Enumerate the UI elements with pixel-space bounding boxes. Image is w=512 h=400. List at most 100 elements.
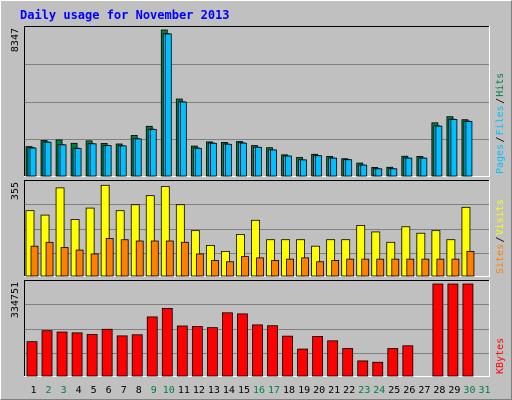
pages-bar-12 [194,147,202,177]
day-label-21: 21 [328,385,340,396]
day-label-16: 16 [253,385,265,396]
kbytes-bar-28 [432,283,444,377]
legend-sites: Sites [495,244,506,274]
visits-bar-12 [190,230,200,277]
pages-bar-7 [119,145,127,177]
day-label-13: 13 [208,385,220,396]
kbytes-bar-6 [101,328,113,377]
sites-bar-9 [150,240,159,277]
kbytes-bar-23 [357,360,369,377]
sites-bar-1 [30,245,39,277]
day-label-3: 3 [61,385,67,396]
sites-bar-7 [120,239,129,277]
visits-bar-10 [160,186,170,277]
pages-bar-29 [450,119,458,177]
kbytes-bar-2 [41,330,53,377]
visits-bar-11 [175,204,185,277]
kbytes-bar-9 [146,316,158,377]
day-label-10: 10 [163,385,175,396]
sites-bar-2 [45,241,54,277]
pages-bar-24 [375,168,383,177]
pages-bar-16 [255,146,262,177]
pages-bar-23 [360,164,368,177]
pages-bar-30 [465,121,473,177]
pages-bar-6 [104,145,112,177]
day-label-14: 14 [223,385,235,396]
sites-bar-5 [90,253,99,277]
kbytes-bar-26 [402,345,414,377]
sites-bar-21 [331,260,340,277]
y-max-label-2: 334751 [10,282,21,318]
day-label-12: 12 [193,385,205,396]
sites-bar-20 [316,261,325,277]
pages-bar-3 [59,144,67,177]
y-max-label-1: 355 [10,182,21,200]
pages-bar-26 [405,157,413,177]
kbytes-bar-7 [116,335,128,377]
kbytes-bar-14 [222,312,233,377]
day-label-9: 9 [151,385,157,396]
visits-bar-26 [401,226,411,277]
day-label-26: 26 [403,385,415,396]
pages-bar-17 [270,149,277,177]
visits-bar-20 [311,245,321,277]
day-label-19: 19 [298,385,310,396]
visits-bar-30 [461,206,471,277]
legend-pages: Pages [495,144,506,174]
visits-bar-29 [446,239,456,277]
visits-bar-17 [266,239,275,277]
kbytes-bar-19 [297,348,308,377]
kbytes-bar-10 [161,307,173,377]
visits-bar-21 [326,239,336,277]
pages-bar-9 [149,129,157,177]
kbytes-bar-30 [462,283,474,377]
day-label-20: 20 [313,385,325,396]
sites-bar-12 [195,253,204,277]
kbytes-bar-21 [327,340,339,377]
pages-bar-27 [420,157,428,177]
kbytes-bar-20 [312,336,324,377]
day-label-8: 8 [136,385,142,396]
day-label-23: 23 [358,385,370,396]
pages-bar-25 [390,168,398,177]
pages-bar-20 [315,155,323,177]
pages-bar-4 [74,148,82,177]
sites-bar-16 [256,257,264,277]
sites-bar-8 [135,240,144,277]
sites-bar-3 [60,247,69,277]
legend-separator-0-2: / [495,98,506,104]
pages-bar-10 [164,33,172,177]
day-label-17: 17 [268,385,280,396]
sites-bar-28 [436,258,445,277]
sites-bar-10 [165,240,174,277]
kbytes-bar-3 [56,331,68,377]
sites-bar-23 [361,258,370,277]
visits-bar-6 [100,184,110,277]
day-label-11: 11 [178,385,190,396]
pages-bar-22 [345,159,353,177]
sites-bar-22 [346,258,355,277]
pages-bar-21 [330,157,338,177]
day-label-15: 15 [238,385,250,396]
kbytes-bar-11 [176,325,188,377]
y-max-label-0: 8347 [10,28,21,52]
day-label-6: 6 [106,385,112,396]
legend-hits: Hits [495,73,506,97]
pages-bar-11 [179,101,187,177]
pages-bar-13 [209,142,217,177]
visits-bar-23 [356,225,366,277]
pages-bar-5 [89,143,97,177]
day-label-22: 22 [343,385,355,396]
pages-bar-1 [29,147,37,177]
visits-bar-5 [85,207,95,277]
pages-bar-28 [435,125,443,177]
kbytes-bar-16 [252,324,263,377]
day-label-18: 18 [283,385,295,396]
visits-bar-4 [70,219,80,277]
visits-bar-15 [236,234,245,277]
pages-bar-14 [225,143,232,177]
visits-bar-8 [130,204,140,277]
sites-bar-6 [105,238,114,277]
day-label-25: 25 [388,385,400,396]
pages-bar-15 [240,142,247,177]
